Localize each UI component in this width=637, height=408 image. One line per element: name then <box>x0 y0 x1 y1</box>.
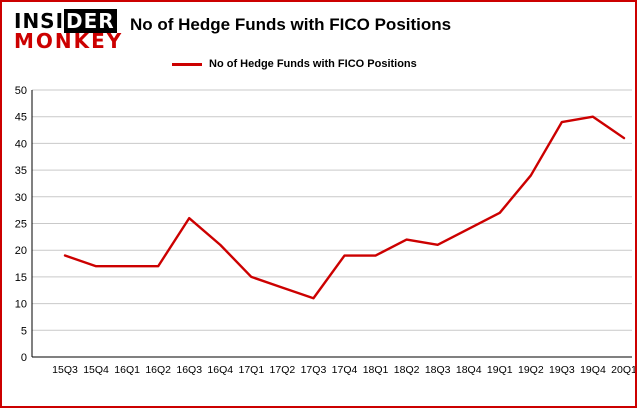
logo-line1-plain: INSI <box>14 9 65 33</box>
x-axis-tick-label: 16Q3 <box>176 364 202 376</box>
series-line <box>63 115 626 300</box>
y-axis-tick-label: 45 <box>15 112 27 124</box>
x-axis-tick-label: 19Q2 <box>518 364 544 376</box>
legend-line-swatch <box>172 62 202 66</box>
x-axis-tick-label: 15Q3 <box>52 364 78 376</box>
x-axis-tick-label: 17Q1 <box>238 364 264 376</box>
x-axis-tick-label: 16Q1 <box>114 364 140 376</box>
x-axis-tick-label: 15Q4 <box>83 364 109 376</box>
page-title: No of Hedge Funds with FICO Positions <box>130 15 452 34</box>
y-axis-tick-label: 5 <box>21 325 27 337</box>
line-chart: 0 5 10 15 20 25 30 35 40 45 50 15Q3 15Q4 16Q1 16Q2 16Q3… <box>15 85 637 376</box>
x-axis-tick-label: 20Q1 <box>611 364 637 376</box>
y-axis-tick-label: 40 <box>15 138 27 150</box>
x-axis-tick-label: 16Q4 <box>207 364 233 376</box>
y-axis-tick-label: 10 <box>15 299 27 311</box>
x-axis-tick-label: 19Q1 <box>487 364 513 376</box>
x-axis-tick-label: 17Q4 <box>332 364 358 376</box>
y-axis-tick-label: 15 <box>15 272 27 284</box>
x-axis-tick-label: 19Q3 <box>549 364 575 376</box>
logo-line1-block: DER <box>64 9 117 33</box>
x-axis-tick-label: 18Q3 <box>425 364 451 376</box>
y-axis-tick-label: 35 <box>15 165 27 177</box>
legend-label: No of Hedge Funds with FICO Positions <box>209 58 417 70</box>
y-axis-tick-label: 0 <box>21 352 27 364</box>
y-axis-tick-label: 25 <box>15 219 27 231</box>
x-axis-tick-label: 17Q3 <box>301 364 327 376</box>
x-axis-tick-label: 18Q2 <box>394 364 420 376</box>
legend: No of Hedge Funds with FICO Positions <box>172 58 417 70</box>
logo-line1: INSI DER <box>14 9 126 33</box>
x-axis-tick-label: 18Q4 <box>456 364 482 376</box>
y-axis-tick-label: 30 <box>15 192 27 204</box>
logo-line2: MONKEY <box>14 29 124 53</box>
insider-monkey-logo: INSI DER MONKEY <box>14 9 126 53</box>
y-axis-tick-label: 50 <box>15 85 27 97</box>
y-axis-tick-label: 20 <box>15 245 27 257</box>
x-axis-tick-label: 17Q2 <box>270 364 296 376</box>
x-axis-tick-label: 18Q1 <box>363 364 389 376</box>
x-axis-tick-label: 16Q2 <box>145 364 171 376</box>
x-axis-tick-label: 19Q4 <box>580 364 606 376</box>
